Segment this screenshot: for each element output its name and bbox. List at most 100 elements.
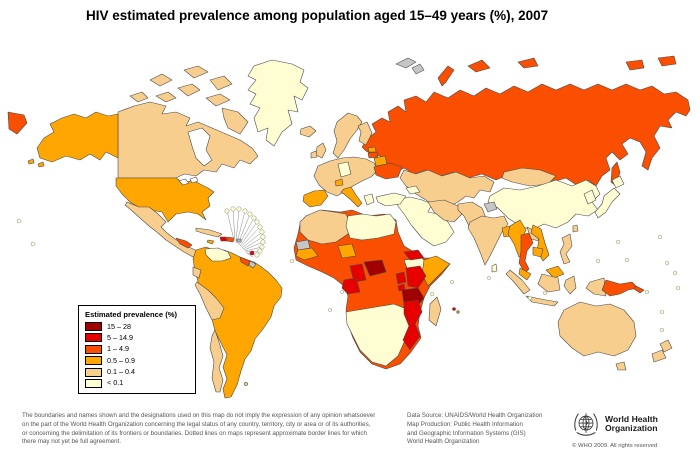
- region-switzerland: [334, 178, 344, 187]
- region-haiti: [219, 236, 228, 242]
- legend-label: 5 – 14.9: [107, 332, 133, 342]
- legend-swatch-lt-01: [85, 378, 102, 388]
- disclaimer-line: or concerning the delimitation of its fr…: [22, 429, 367, 437]
- data-source-line: and Geographic Information Systems (GIS): [407, 429, 526, 437]
- legend-swatch-05-09: [85, 356, 102, 366]
- region-reunion: [456, 310, 460, 314]
- region-russia-far-east: [7, 111, 28, 135]
- great-lakes: [178, 176, 199, 186]
- boundary-disclaimer: The boundaries and names shown and the d…: [22, 412, 400, 447]
- region-malaysia: [518, 265, 565, 281]
- who-logo-block: World Health Organization © WHO 2009. Al…: [572, 410, 692, 449]
- legend-swatch-5-149: [85, 333, 102, 343]
- region-jamaica: [206, 239, 215, 245]
- world-map: [7, 55, 691, 399]
- region-finland: [357, 121, 373, 146]
- region-french-guiana: [248, 260, 257, 269]
- legend-swatch-01-04: [85, 367, 102, 377]
- region-south-america: [192, 246, 283, 399]
- region-peru-bolivia: [194, 281, 225, 321]
- region-canada: [117, 101, 259, 179]
- region-chile: [209, 329, 224, 393]
- caribbean-fan: [224, 206, 266, 258]
- region-somalia: [421, 255, 451, 287]
- world-map-container: [0, 36, 700, 411]
- disclaimer-line: on the part of the World Health Organiza…: [22, 420, 371, 428]
- region-taiwan: [572, 224, 579, 233]
- region-trinidad: [249, 250, 255, 256]
- region-venezuela: [204, 247, 232, 262]
- legend-box: Estimated prevalence (%) 15 – 28 5 – 14.…: [78, 305, 196, 394]
- region-caucasus: [405, 185, 421, 195]
- region-thailand: [518, 232, 534, 274]
- legend-label: 0.1 – 0.4: [107, 367, 135, 377]
- region-indian-ocean-islands: [429, 276, 491, 297]
- region-united-kingdom: [315, 142, 327, 159]
- region-turkey: [375, 192, 407, 207]
- legend-row: 0.5 – 0.9: [85, 355, 190, 366]
- region-belize-honduras: [175, 237, 193, 249]
- region-philippines: [559, 233, 573, 265]
- region-scandinavia: [332, 112, 363, 159]
- region-guyana-suriname: [239, 256, 251, 267]
- data-source-block: Data Source: UNAIDS/World Health Organiz…: [407, 412, 572, 447]
- region-atlantic-islands: [289, 258, 344, 312]
- region-iran: [427, 199, 463, 223]
- region-kenya: [405, 265, 427, 289]
- region-north-africa-west: [299, 209, 351, 245]
- page-title: HIV estimated prevalence among populatio…: [86, 8, 549, 23]
- legend-swatch-1-49: [85, 344, 102, 354]
- region-india: [467, 215, 509, 266]
- region-papua-new-guinea: [601, 279, 645, 297]
- region-cameroon: [349, 263, 367, 283]
- region-dominican-republic: [226, 236, 235, 243]
- legend-title: Estimated prevalence (%): [85, 310, 178, 319]
- region-central-african-republic: [363, 259, 387, 277]
- legend-row: 1 – 4.9: [85, 344, 190, 354]
- legend-row: < 0.1: [85, 378, 190, 388]
- region-latvia: [367, 151, 379, 159]
- who-name-line1: World Health: [605, 413, 658, 424]
- region-aleutians: [27, 158, 45, 168]
- region-ireland: [310, 150, 318, 159]
- data-source-line: Map Production: Public Health Informatio…: [407, 420, 523, 428]
- region-cuba: [195, 227, 223, 238]
- region-eritrea-djibouti: [403, 249, 425, 261]
- caribbean-leader-lines: [226, 208, 264, 258]
- copyright-text: © WHO 2009. All rights reserved: [572, 443, 658, 449]
- legend-row: 5 – 14.9: [85, 332, 190, 343]
- region-new-zealand: [651, 339, 673, 363]
- legend-label: 15 – 28: [107, 321, 131, 331]
- region-southern-africa: [345, 303, 411, 367]
- region-ecuador: [192, 266, 202, 279]
- region-mauritius: [452, 307, 456, 311]
- region-estonia: [367, 146, 377, 153]
- hudson-bay: [187, 127, 213, 167]
- region-caribbean-small-islands: [224, 206, 266, 258]
- region-iceland: [299, 125, 317, 138]
- region-korea: [583, 189, 597, 205]
- region-svalbard: [395, 57, 425, 75]
- region-vietnam: [530, 224, 550, 262]
- legend-row: 0.1 – 0.4: [85, 367, 190, 377]
- region-falkland-islands: [244, 382, 248, 386]
- region-mozambique: [402, 299, 423, 351]
- region-russia: [361, 83, 691, 187]
- region-arctic-islands-canada: [129, 65, 249, 135]
- region-niger: [337, 243, 357, 259]
- region-germany: [337, 161, 352, 178]
- legend-row: 15 – 28: [85, 322, 190, 331]
- region-kazakhstan-central-asia: [399, 169, 495, 207]
- region-china: [487, 179, 601, 231]
- region-libya-egypt: [345, 213, 397, 241]
- region-gabon: [341, 277, 361, 295]
- region-kashmir: [483, 201, 498, 213]
- region-sri-lanka: [491, 263, 498, 273]
- legend-swatch-15-28: [85, 322, 102, 331]
- region-italy: [340, 186, 363, 208]
- region-russian-arctic-islands: [437, 55, 677, 87]
- region-ukraine: [373, 162, 403, 180]
- region-usa: [115, 177, 215, 223]
- legend-label: 0.5 – 0.9: [107, 355, 135, 365]
